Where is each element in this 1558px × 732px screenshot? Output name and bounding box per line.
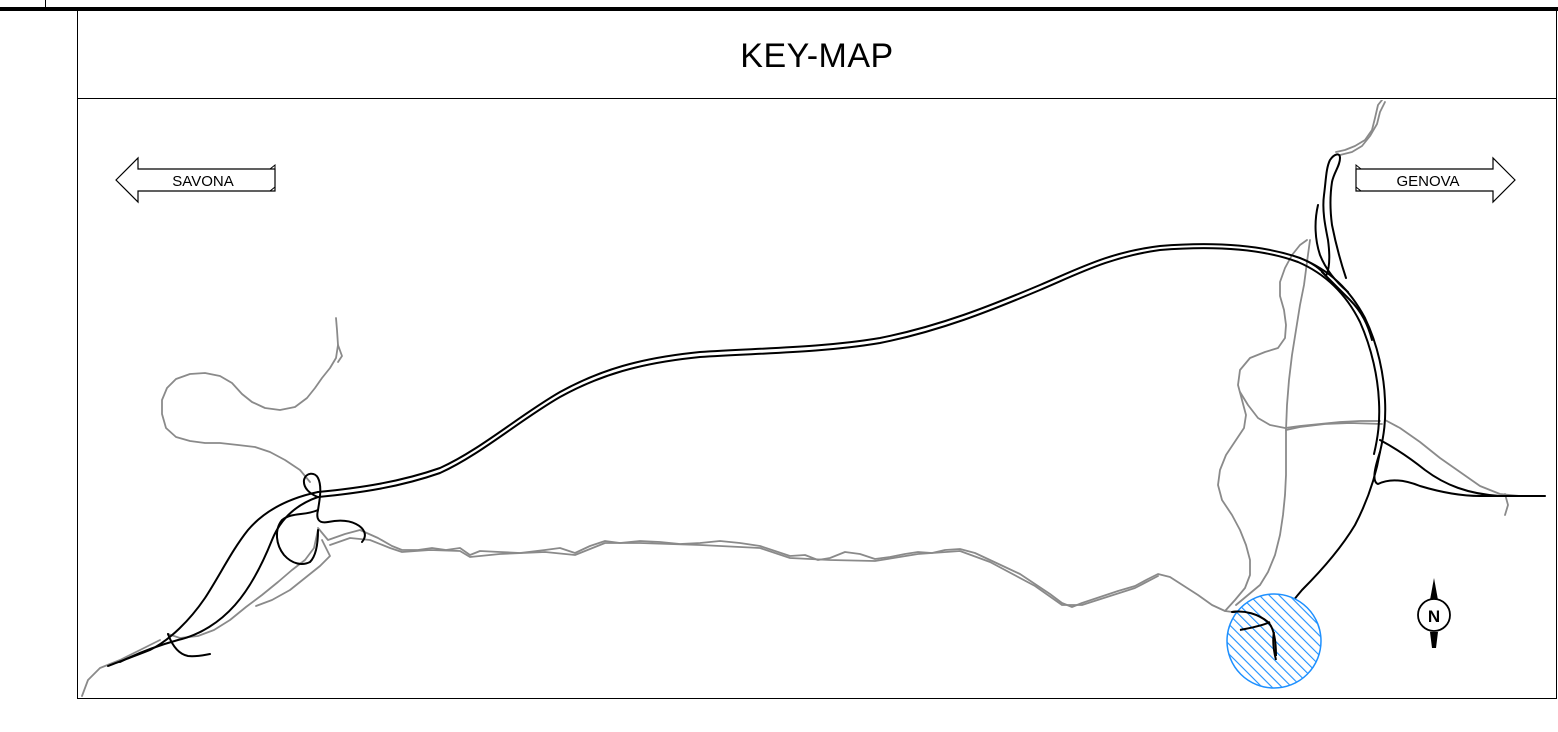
genova-direction-arrow: GENOVA (1355, 156, 1516, 204)
inland-road-east-2 (1235, 239, 1311, 606)
key-map-frame: KEY-MAP (77, 10, 1557, 699)
interchange-ramp-sw (167, 633, 211, 658)
north-road-genova-2 (1339, 101, 1386, 156)
title-bar: KEY-MAP (78, 10, 1556, 99)
secondary-roads (81, 100, 1546, 697)
genova-interchange-3 (1314, 204, 1349, 293)
north-arrow-icon: N (1417, 578, 1451, 648)
savona-direction-arrow: SAVONA (115, 156, 276, 204)
coastal-road-strand (329, 537, 1159, 606)
left-border-tick (45, 0, 46, 9)
motorway-lane-north (317, 243, 1387, 493)
north-road-genova (1335, 100, 1383, 153)
inland-road-east-3 (1239, 391, 1381, 429)
motorway-south-loop (1373, 451, 1546, 498)
east-branch-road-2 (1504, 493, 1509, 516)
winding-road-northwest (161, 317, 339, 483)
genova-interchange-2 (1321, 271, 1373, 341)
map-title: KEY-MAP (740, 36, 894, 75)
main-motorway (107, 153, 1546, 667)
motorway-west-descent-2 (119, 496, 319, 663)
top-border-rule (0, 7, 1558, 11)
winding-road-northwest-strand (337, 344, 343, 363)
savona-label: SAVONA (172, 173, 233, 190)
southwest-road-2 (255, 539, 331, 607)
coastal-road (317, 527, 1269, 623)
motorway-east-branch (1379, 439, 1501, 497)
genova-interchange (1299, 153, 1347, 279)
southwest-road (167, 529, 319, 639)
north-label: N (1428, 607, 1440, 626)
genova-label: GENOVA (1396, 173, 1459, 190)
inland-road-east (1217, 239, 1308, 612)
site-roads-overlay (1231, 610, 1277, 661)
interchange-loop-west-2 (276, 509, 319, 565)
inland-road-east-4 (1285, 422, 1383, 431)
southwest-road-3 (81, 639, 161, 697)
motorway-lane-south (317, 247, 1381, 498)
